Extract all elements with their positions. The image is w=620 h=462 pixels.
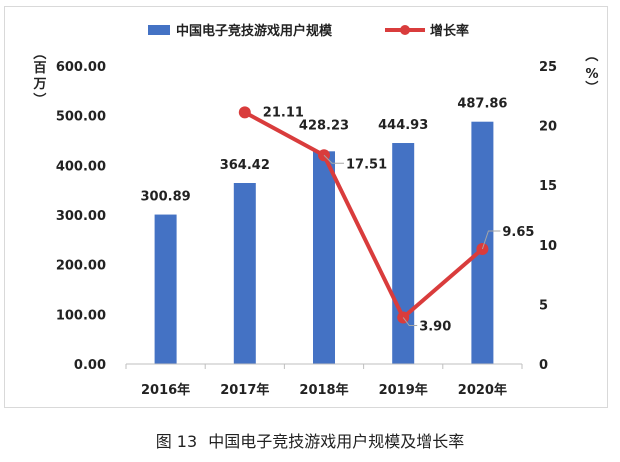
line-data-label: 9.65 — [502, 225, 534, 240]
data-label-leader — [481, 230, 501, 250]
y-left-tick-label: 0.00 — [74, 358, 106, 373]
bar-data-label: 300.89 — [141, 190, 191, 205]
y-right-unit-label: （ — [583, 48, 599, 61]
y-left-unit-label: 百 — [33, 61, 46, 76]
data-label-leader — [402, 317, 418, 327]
y-left-tick-label: 500.00 — [56, 110, 106, 125]
data-label-leader — [323, 154, 344, 164]
y-left-unit-label: （ — [31, 46, 47, 59]
y-left-tick-label: 300.00 — [56, 209, 106, 224]
bar-data-label: 364.42 — [220, 158, 270, 173]
y-left-tick-label: 100.00 — [56, 308, 106, 323]
line-data-label: 3.90 — [419, 320, 451, 335]
x-tick-label: 2018年 — [299, 382, 348, 398]
y-right-tick-label: 15 — [539, 179, 557, 194]
line-data-label: 21.11 — [263, 105, 304, 120]
bar-data-label: 444.93 — [378, 118, 428, 133]
legend-bar-swatch — [148, 25, 170, 35]
y-right-tick-label: 0 — [539, 358, 548, 373]
y-right-unit-label: % — [585, 67, 598, 82]
y-right-tick-label: 10 — [539, 239, 557, 254]
y-left-tick-label: 400.00 — [56, 159, 106, 174]
bar — [392, 143, 415, 364]
line-data-label: 17.51 — [346, 157, 387, 172]
combo-chart: 0.00 100.00 200.00 300.00 400.00 500.00 600.00… — [31, 23, 599, 398]
bar-data-label: 428.23 — [299, 118, 349, 133]
y-right-unit-label: ） — [583, 80, 599, 93]
chart-frame — [4, 6, 608, 408]
growth-rate-line — [243, 110, 484, 320]
bar — [471, 121, 494, 364]
legend-line-label: 增长率 — [430, 23, 469, 39]
figure-number: 图 13 — [155, 432, 198, 451]
x-tick-label: 2017年 — [220, 382, 269, 398]
figure-title: 中国电子竞技游戏用户规模及增长率 — [208, 432, 465, 451]
y-left-tick-label: 200.00 — [56, 259, 106, 274]
bar-data-label: 487.86 — [457, 97, 507, 112]
x-tick-label: 2016年 — [141, 382, 190, 398]
x-tick-label: 2020年 — [458, 382, 507, 398]
y-left-unit-label: ） — [31, 92, 47, 105]
bar — [154, 214, 177, 364]
y-left-tick-label: 600.00 — [56, 60, 106, 75]
growth-rate-point — [238, 106, 251, 119]
figure-caption: 图 13 中国电子竞技游戏用户规模及增长率 — [0, 428, 620, 452]
bar — [233, 183, 256, 364]
y-right-tick-label: 20 — [539, 120, 557, 135]
legend-line-marker — [400, 25, 410, 35]
y-right-tick-label: 25 — [539, 60, 557, 75]
x-tick-label: 2019年 — [379, 382, 428, 398]
legend-bar-label: 中国电子竞技游戏用户规模 — [176, 23, 333, 39]
y-right-tick-label: 5 — [539, 298, 548, 313]
y-left-unit-label: 万 — [32, 77, 46, 92]
bar — [313, 151, 335, 364]
